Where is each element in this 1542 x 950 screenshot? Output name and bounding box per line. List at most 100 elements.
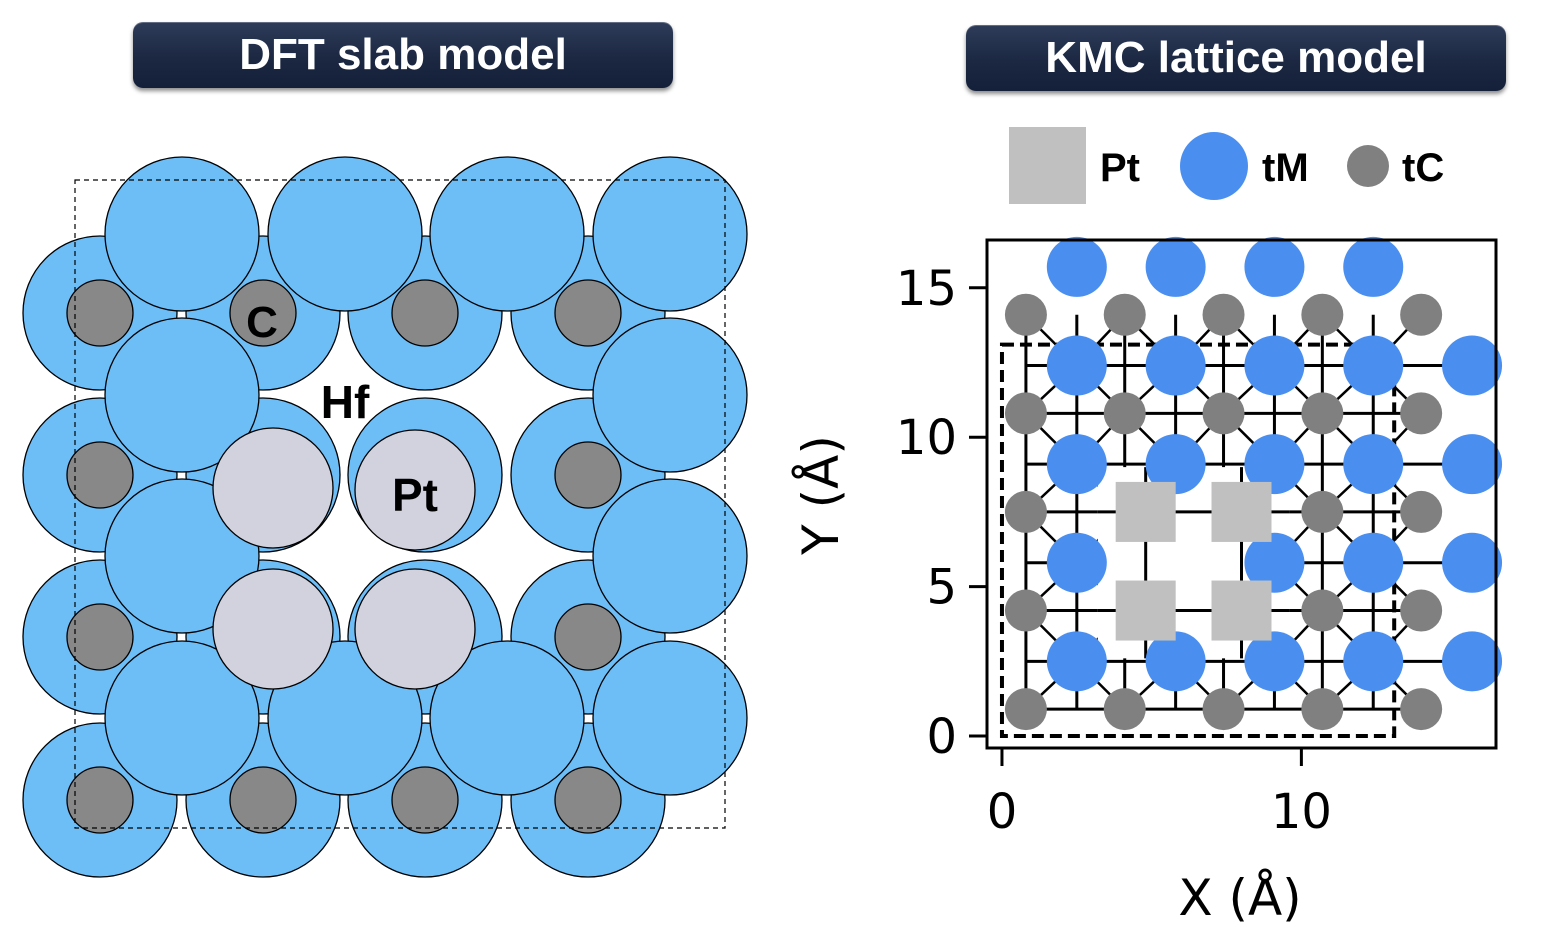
marker-tc bbox=[1301, 490, 1344, 533]
x-tick-label: 0 bbox=[987, 784, 1018, 840]
hf-atom-upper bbox=[104, 640, 260, 796]
pt-atom bbox=[212, 568, 334, 690]
marker-tm bbox=[1244, 335, 1305, 396]
marker-tc bbox=[1400, 392, 1443, 435]
y-tick-label: 5 bbox=[926, 560, 957, 616]
kmc-legend: Pt tM tC bbox=[1009, 127, 1444, 204]
marker-tc bbox=[1004, 688, 1047, 731]
marker-tm bbox=[1343, 335, 1404, 396]
marker-tc bbox=[1004, 490, 1047, 533]
marker-tc bbox=[1202, 392, 1245, 435]
carbon-atom bbox=[554, 279, 622, 347]
hf-atom-upper bbox=[592, 640, 748, 796]
marker-tc bbox=[1301, 293, 1344, 336]
slab-label-hf: Hf bbox=[321, 376, 370, 428]
y-tick-label: 10 bbox=[896, 410, 957, 466]
legend-label-pt: Pt bbox=[1100, 146, 1140, 190]
marker-tm bbox=[1244, 532, 1305, 593]
marker-tc bbox=[1301, 688, 1344, 731]
hf-atom-upper bbox=[592, 156, 748, 312]
marker-tc bbox=[1400, 589, 1443, 632]
marker-tm bbox=[1442, 335, 1503, 396]
marker-tc bbox=[1103, 293, 1146, 336]
marker-tm bbox=[1343, 631, 1404, 692]
marker-pt bbox=[1115, 580, 1176, 641]
marker-tm bbox=[1145, 236, 1206, 297]
marker-tc bbox=[1400, 490, 1443, 533]
marker-tc bbox=[1400, 688, 1443, 731]
legend-marker-tm bbox=[1180, 132, 1248, 200]
marker-tc bbox=[1301, 392, 1344, 435]
carbon-atom bbox=[229, 279, 297, 347]
marker-tm bbox=[1046, 532, 1107, 593]
lattice-markers bbox=[1004, 236, 1503, 731]
hf-atom-upper bbox=[429, 640, 585, 796]
slab-top-layer bbox=[104, 156, 748, 796]
marker-tc bbox=[1103, 392, 1146, 435]
pt-atom bbox=[354, 429, 476, 551]
marker-tm bbox=[1046, 335, 1107, 396]
hf-atom-upper bbox=[104, 317, 260, 473]
hf-atom-upper bbox=[104, 156, 260, 312]
marker-tm bbox=[1145, 434, 1206, 495]
carbon-atom bbox=[391, 766, 459, 834]
marker-tm bbox=[1343, 532, 1404, 593]
carbon-atom bbox=[391, 279, 459, 347]
marker-tm bbox=[1442, 631, 1503, 692]
hf-atom-upper bbox=[429, 156, 585, 312]
carbon-atom bbox=[66, 279, 134, 347]
marker-tc bbox=[1004, 293, 1047, 336]
carbon-atom bbox=[66, 603, 134, 671]
kmc-plot-frame bbox=[985, 238, 1498, 750]
pt-atom bbox=[212, 427, 334, 549]
marker-tc bbox=[1400, 293, 1443, 336]
slab-unit-cell bbox=[74, 179, 726, 829]
kmc-unit-cell bbox=[999, 342, 1397, 739]
marker-tm bbox=[1046, 631, 1107, 692]
marker-tm bbox=[1442, 434, 1503, 495]
carbon-atom bbox=[66, 766, 134, 834]
marker-tc bbox=[1004, 392, 1047, 435]
carbon-atom bbox=[554, 766, 622, 834]
marker-pt bbox=[1211, 580, 1272, 641]
marker-tm bbox=[1046, 236, 1107, 297]
marker-tm bbox=[1145, 631, 1206, 692]
marker-tc bbox=[1103, 688, 1146, 731]
pt-atom bbox=[354, 568, 476, 690]
marker-tc bbox=[1301, 589, 1344, 632]
carbon-atom bbox=[554, 603, 622, 671]
legend-label-tc: tC bbox=[1402, 146, 1444, 190]
kmc-lattice-title: KMC lattice model bbox=[966, 25, 1506, 91]
x-axis-label: X (Å) bbox=[1178, 869, 1301, 927]
legend-label-tm: tM bbox=[1262, 146, 1309, 190]
dft-slab-title: DFT slab model bbox=[133, 22, 673, 88]
marker-tc bbox=[1202, 293, 1245, 336]
legend-marker-pt bbox=[1009, 127, 1086, 204]
y-tick-label: 15 bbox=[896, 261, 957, 317]
marker-tm bbox=[1145, 335, 1206, 396]
marker-tm bbox=[1244, 434, 1305, 495]
slab-label-pt: Pt bbox=[392, 469, 438, 521]
y-axis-label: Y (Å) bbox=[792, 435, 850, 556]
x-tick-label: 10 bbox=[1271, 784, 1332, 840]
marker-tm bbox=[1244, 236, 1305, 297]
marker-tm bbox=[1343, 434, 1404, 495]
marker-tm bbox=[1244, 631, 1305, 692]
hf-atom-upper bbox=[592, 317, 748, 473]
marker-tm bbox=[1343, 236, 1404, 297]
kmc-axes: 0 5 10 15 0 10 bbox=[896, 261, 1332, 840]
marker-tm bbox=[1046, 434, 1107, 495]
marker-tm bbox=[1442, 532, 1503, 593]
carbon-atom bbox=[554, 441, 622, 509]
marker-pt bbox=[1115, 481, 1176, 542]
carbon-atom bbox=[229, 766, 297, 834]
hf-atom-upper bbox=[592, 478, 748, 634]
y-tick-label: 0 bbox=[926, 709, 957, 765]
marker-tc bbox=[1202, 688, 1245, 731]
marker-pt bbox=[1211, 481, 1272, 542]
marker-tc bbox=[1004, 589, 1047, 632]
slab-label-c: C bbox=[246, 298, 278, 347]
carbon-atom bbox=[66, 441, 134, 509]
